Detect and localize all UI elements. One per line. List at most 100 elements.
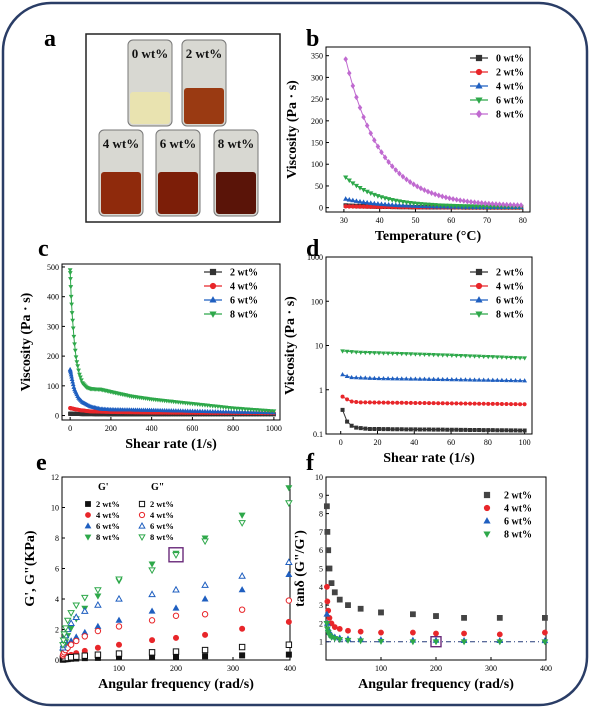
y-tick-label: 500 bbox=[47, 263, 59, 272]
data-point bbox=[358, 350, 364, 355]
data-point bbox=[354, 400, 359, 404]
data-point bbox=[413, 401, 418, 405]
data-point bbox=[331, 636, 339, 643]
data-point bbox=[542, 615, 548, 621]
data-point bbox=[67, 271, 73, 276]
y-tick-label: 8 bbox=[319, 510, 323, 519]
data-point bbox=[75, 364, 81, 369]
data-point bbox=[362, 350, 368, 356]
y-tick-label: 200 bbox=[311, 117, 323, 126]
data-point bbox=[463, 427, 468, 432]
data-point bbox=[407, 200, 413, 206]
data-point bbox=[353, 375, 359, 380]
data-point bbox=[500, 201, 506, 208]
data-point bbox=[173, 634, 180, 641]
y-tick-label: 6 bbox=[319, 546, 323, 555]
data-point bbox=[360, 188, 367, 193]
data-point bbox=[407, 179, 413, 185]
data-point bbox=[238, 586, 246, 593]
data-point bbox=[367, 351, 373, 356]
data-point bbox=[493, 201, 499, 208]
data-point bbox=[431, 376, 436, 381]
data-point bbox=[439, 203, 445, 209]
data-point bbox=[68, 285, 74, 290]
data-point bbox=[389, 202, 395, 207]
highlight-box bbox=[168, 547, 184, 563]
data-point bbox=[468, 198, 474, 205]
data-point bbox=[486, 401, 491, 406]
data-point bbox=[481, 401, 486, 406]
x-tick-label: 200 bbox=[430, 664, 442, 673]
x-tick-label: 300 bbox=[485, 664, 497, 673]
data-point bbox=[377, 638, 385, 645]
data-point bbox=[376, 375, 382, 381]
data-point bbox=[427, 427, 432, 432]
data-point bbox=[403, 200, 410, 206]
data-point bbox=[331, 589, 338, 596]
data-point bbox=[382, 201, 388, 207]
data-point bbox=[349, 399, 354, 404]
data-point bbox=[422, 352, 427, 357]
data-point bbox=[115, 616, 123, 623]
data-point bbox=[364, 204, 370, 209]
data-point bbox=[504, 402, 509, 406]
legend-marker bbox=[475, 311, 483, 318]
x-tick-label: 400 bbox=[284, 664, 296, 673]
data-point bbox=[202, 653, 209, 660]
data-point bbox=[201, 595, 209, 602]
data-point bbox=[414, 183, 420, 190]
y-tick-label: 100 bbox=[311, 297, 323, 306]
vial-label-3: 6 wt% bbox=[160, 136, 196, 151]
data-point bbox=[201, 646, 209, 654]
vial-1: 2 wt% bbox=[181, 39, 227, 127]
data-point bbox=[386, 201, 392, 207]
legend-label: 4 wt% bbox=[504, 504, 532, 515]
y-tick-label: 250 bbox=[311, 95, 323, 104]
data-point bbox=[399, 376, 405, 381]
y-tick-label: 0 bbox=[55, 656, 59, 665]
chart-d: 0 20 40 60 80 100 0.1 1 10 100 1000 Shear rate (1/s… bbox=[283, 253, 533, 466]
data-point bbox=[463, 354, 468, 359]
data-point bbox=[450, 196, 456, 202]
legend-label: 6 wt% bbox=[96, 521, 120, 531]
data-point bbox=[508, 428, 513, 433]
data-point bbox=[328, 580, 335, 587]
data-point bbox=[345, 419, 350, 424]
data-point bbox=[481, 428, 486, 433]
x-axis-label: Angular frequency (rad/s) bbox=[358, 677, 514, 692]
data-point bbox=[485, 377, 491, 382]
data-point bbox=[410, 611, 416, 618]
data-point bbox=[226, 409, 231, 414]
data-point bbox=[508, 377, 514, 383]
data-point bbox=[499, 377, 505, 383]
legend-marker bbox=[209, 311, 217, 318]
data-point bbox=[396, 199, 402, 205]
data-point bbox=[443, 194, 449, 201]
data-point bbox=[403, 376, 409, 381]
data-point bbox=[494, 355, 500, 360]
legend-marker bbox=[84, 522, 92, 529]
data-point bbox=[340, 394, 345, 399]
data-point bbox=[382, 196, 388, 201]
data-point bbox=[347, 204, 352, 209]
legend-label: 4 wt% bbox=[150, 510, 174, 520]
data-point bbox=[499, 402, 504, 406]
data-point bbox=[404, 400, 409, 405]
data-point bbox=[445, 427, 450, 432]
data-point bbox=[67, 619, 75, 627]
y-axis-label: Viscosity (Pa · s) bbox=[283, 296, 298, 395]
data-point bbox=[399, 427, 404, 432]
data-point bbox=[80, 594, 89, 602]
data-point bbox=[504, 377, 509, 383]
data-point bbox=[67, 268, 73, 273]
data-point bbox=[323, 621, 331, 628]
data-point bbox=[390, 376, 396, 381]
data-point bbox=[477, 428, 482, 433]
data-point bbox=[364, 199, 370, 205]
data-point bbox=[336, 626, 343, 632]
y-axis-label: G', G"(KPa) bbox=[23, 530, 38, 607]
y-axis-label: Viscosity (Pa · s) bbox=[19, 292, 34, 391]
data-point bbox=[245, 409, 251, 414]
legend-marker bbox=[483, 531, 491, 538]
data-point bbox=[148, 617, 156, 624]
